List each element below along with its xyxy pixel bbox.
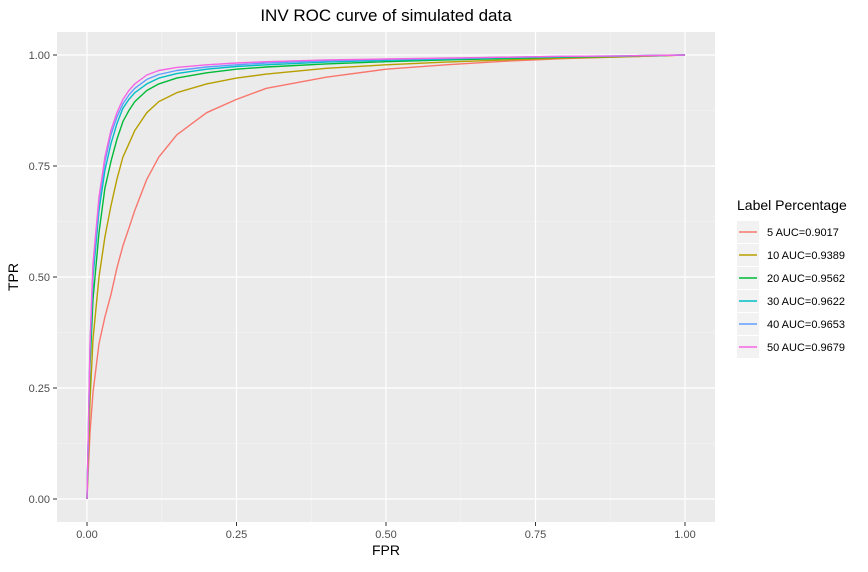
series-line-3 — [86, 54, 686, 500]
x-tick-label: 0.25 — [226, 529, 247, 541]
legend-title: Label Percentage — [737, 197, 847, 213]
legend-item: 40 AUC=0.9653 — [737, 313, 845, 335]
legend-items: 5 AUC=0.9017 10 AUC=0.9389 20 AUC=0.9562 30… — [737, 221, 845, 358]
legend-item: 50 AUC=0.9679 — [737, 336, 845, 358]
series-line-6 — [86, 54, 686, 500]
legend: Label Percentage 5 AUC=0.9017 10 AUC=0.93… — [737, 197, 847, 358]
y-tick-label: 0.00 — [29, 494, 50, 506]
legend-item: 20 AUC=0.9562 — [737, 267, 845, 289]
y-tick-label: 0.25 — [29, 383, 50, 395]
legend-label: 20 AUC=0.9562 — [767, 273, 845, 285]
legend-label: 40 AUC=0.9653 — [767, 319, 845, 331]
x-tick-label: 1.00 — [674, 529, 695, 541]
y-axis-ticks: 0.00 0.25 0.50 0.75 1.00 — [29, 50, 57, 506]
series-line-2 — [86, 54, 686, 500]
x-tick-label: 0.75 — [525, 529, 546, 541]
y-tick-label: 1.00 — [29, 50, 50, 62]
y-axis-title: TPR — [5, 263, 21, 291]
legend-label: 30 AUC=0.9622 — [767, 296, 845, 308]
x-axis-ticks: 0.00 0.25 0.50 0.75 1.00 — [76, 522, 696, 541]
x-tick-label: 0.00 — [76, 529, 97, 541]
chart-title: INV ROC curve of simulated data — [260, 6, 512, 25]
x-axis-title: FPR — [372, 542, 400, 558]
legend-item: 5 AUC=0.9017 — [737, 221, 839, 243]
legend-item: 10 AUC=0.9389 — [737, 244, 845, 266]
x-tick-label: 0.50 — [375, 529, 396, 541]
series-lines — [86, 54, 686, 500]
grid-major — [57, 32, 715, 522]
y-tick-label: 0.75 — [29, 161, 50, 173]
legend-label: 5 AUC=0.9017 — [767, 227, 839, 239]
legend-label: 50 AUC=0.9679 — [767, 342, 845, 354]
legend-label: 10 AUC=0.9389 — [767, 250, 845, 262]
legend-item: 30 AUC=0.9622 — [737, 290, 845, 312]
series-line-1 — [86, 54, 686, 500]
y-tick-label: 0.50 — [29, 272, 50, 284]
